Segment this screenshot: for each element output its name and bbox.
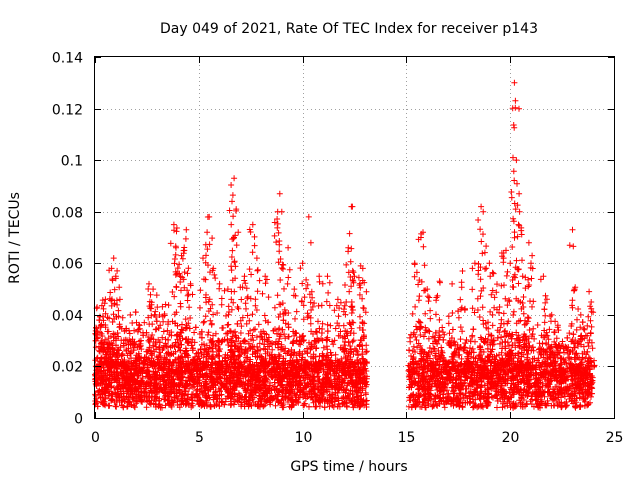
data-point xyxy=(469,345,476,352)
data-point xyxy=(188,404,195,411)
data-point xyxy=(414,344,421,351)
data-point xyxy=(256,340,263,347)
data-point xyxy=(425,335,432,342)
data-point xyxy=(459,391,466,398)
data-point xyxy=(210,311,217,318)
data-point xyxy=(332,325,339,332)
data-point xyxy=(553,335,560,342)
data-point xyxy=(92,344,99,351)
chart-title: Day 049 of 2021, Rate Of TEC Index for r… xyxy=(160,21,538,37)
data-point xyxy=(220,324,227,331)
data-point xyxy=(341,342,348,349)
data-point xyxy=(141,319,148,326)
data-point xyxy=(323,343,330,350)
data-point xyxy=(269,340,276,346)
data-point xyxy=(349,338,356,345)
data-point xyxy=(530,325,537,332)
data-point xyxy=(204,331,211,338)
data-point xyxy=(581,326,588,333)
data-point xyxy=(238,323,245,330)
data-point xyxy=(146,321,153,328)
data-points xyxy=(92,79,598,411)
data-point xyxy=(112,403,119,410)
data-point xyxy=(162,402,169,409)
data-point xyxy=(463,336,470,343)
data-point xyxy=(559,338,566,345)
data-point xyxy=(207,401,214,408)
data-point xyxy=(457,336,464,343)
data-point xyxy=(327,322,334,329)
data-point xyxy=(205,329,212,336)
data-point xyxy=(545,336,552,343)
data-point xyxy=(431,334,438,341)
data-point xyxy=(441,404,448,411)
data-point xyxy=(577,324,584,331)
data-point xyxy=(445,320,452,327)
data-point xyxy=(363,349,369,356)
data-point xyxy=(541,306,548,313)
data-point xyxy=(347,343,354,349)
data-point xyxy=(184,374,191,381)
data-point xyxy=(441,331,448,338)
data-point xyxy=(160,328,167,335)
data-point xyxy=(245,330,252,337)
data-point xyxy=(556,350,563,357)
data-point xyxy=(326,403,333,410)
data-point xyxy=(330,341,337,348)
data-point xyxy=(338,355,345,362)
data-point xyxy=(143,404,150,411)
data-point xyxy=(573,350,580,357)
data-point xyxy=(537,345,544,352)
data-point xyxy=(320,344,327,351)
data-point xyxy=(406,334,413,341)
data-point xyxy=(314,329,320,336)
data-point xyxy=(363,348,370,355)
data-point xyxy=(249,332,256,339)
data-point xyxy=(534,322,541,328)
data-point xyxy=(362,391,369,398)
